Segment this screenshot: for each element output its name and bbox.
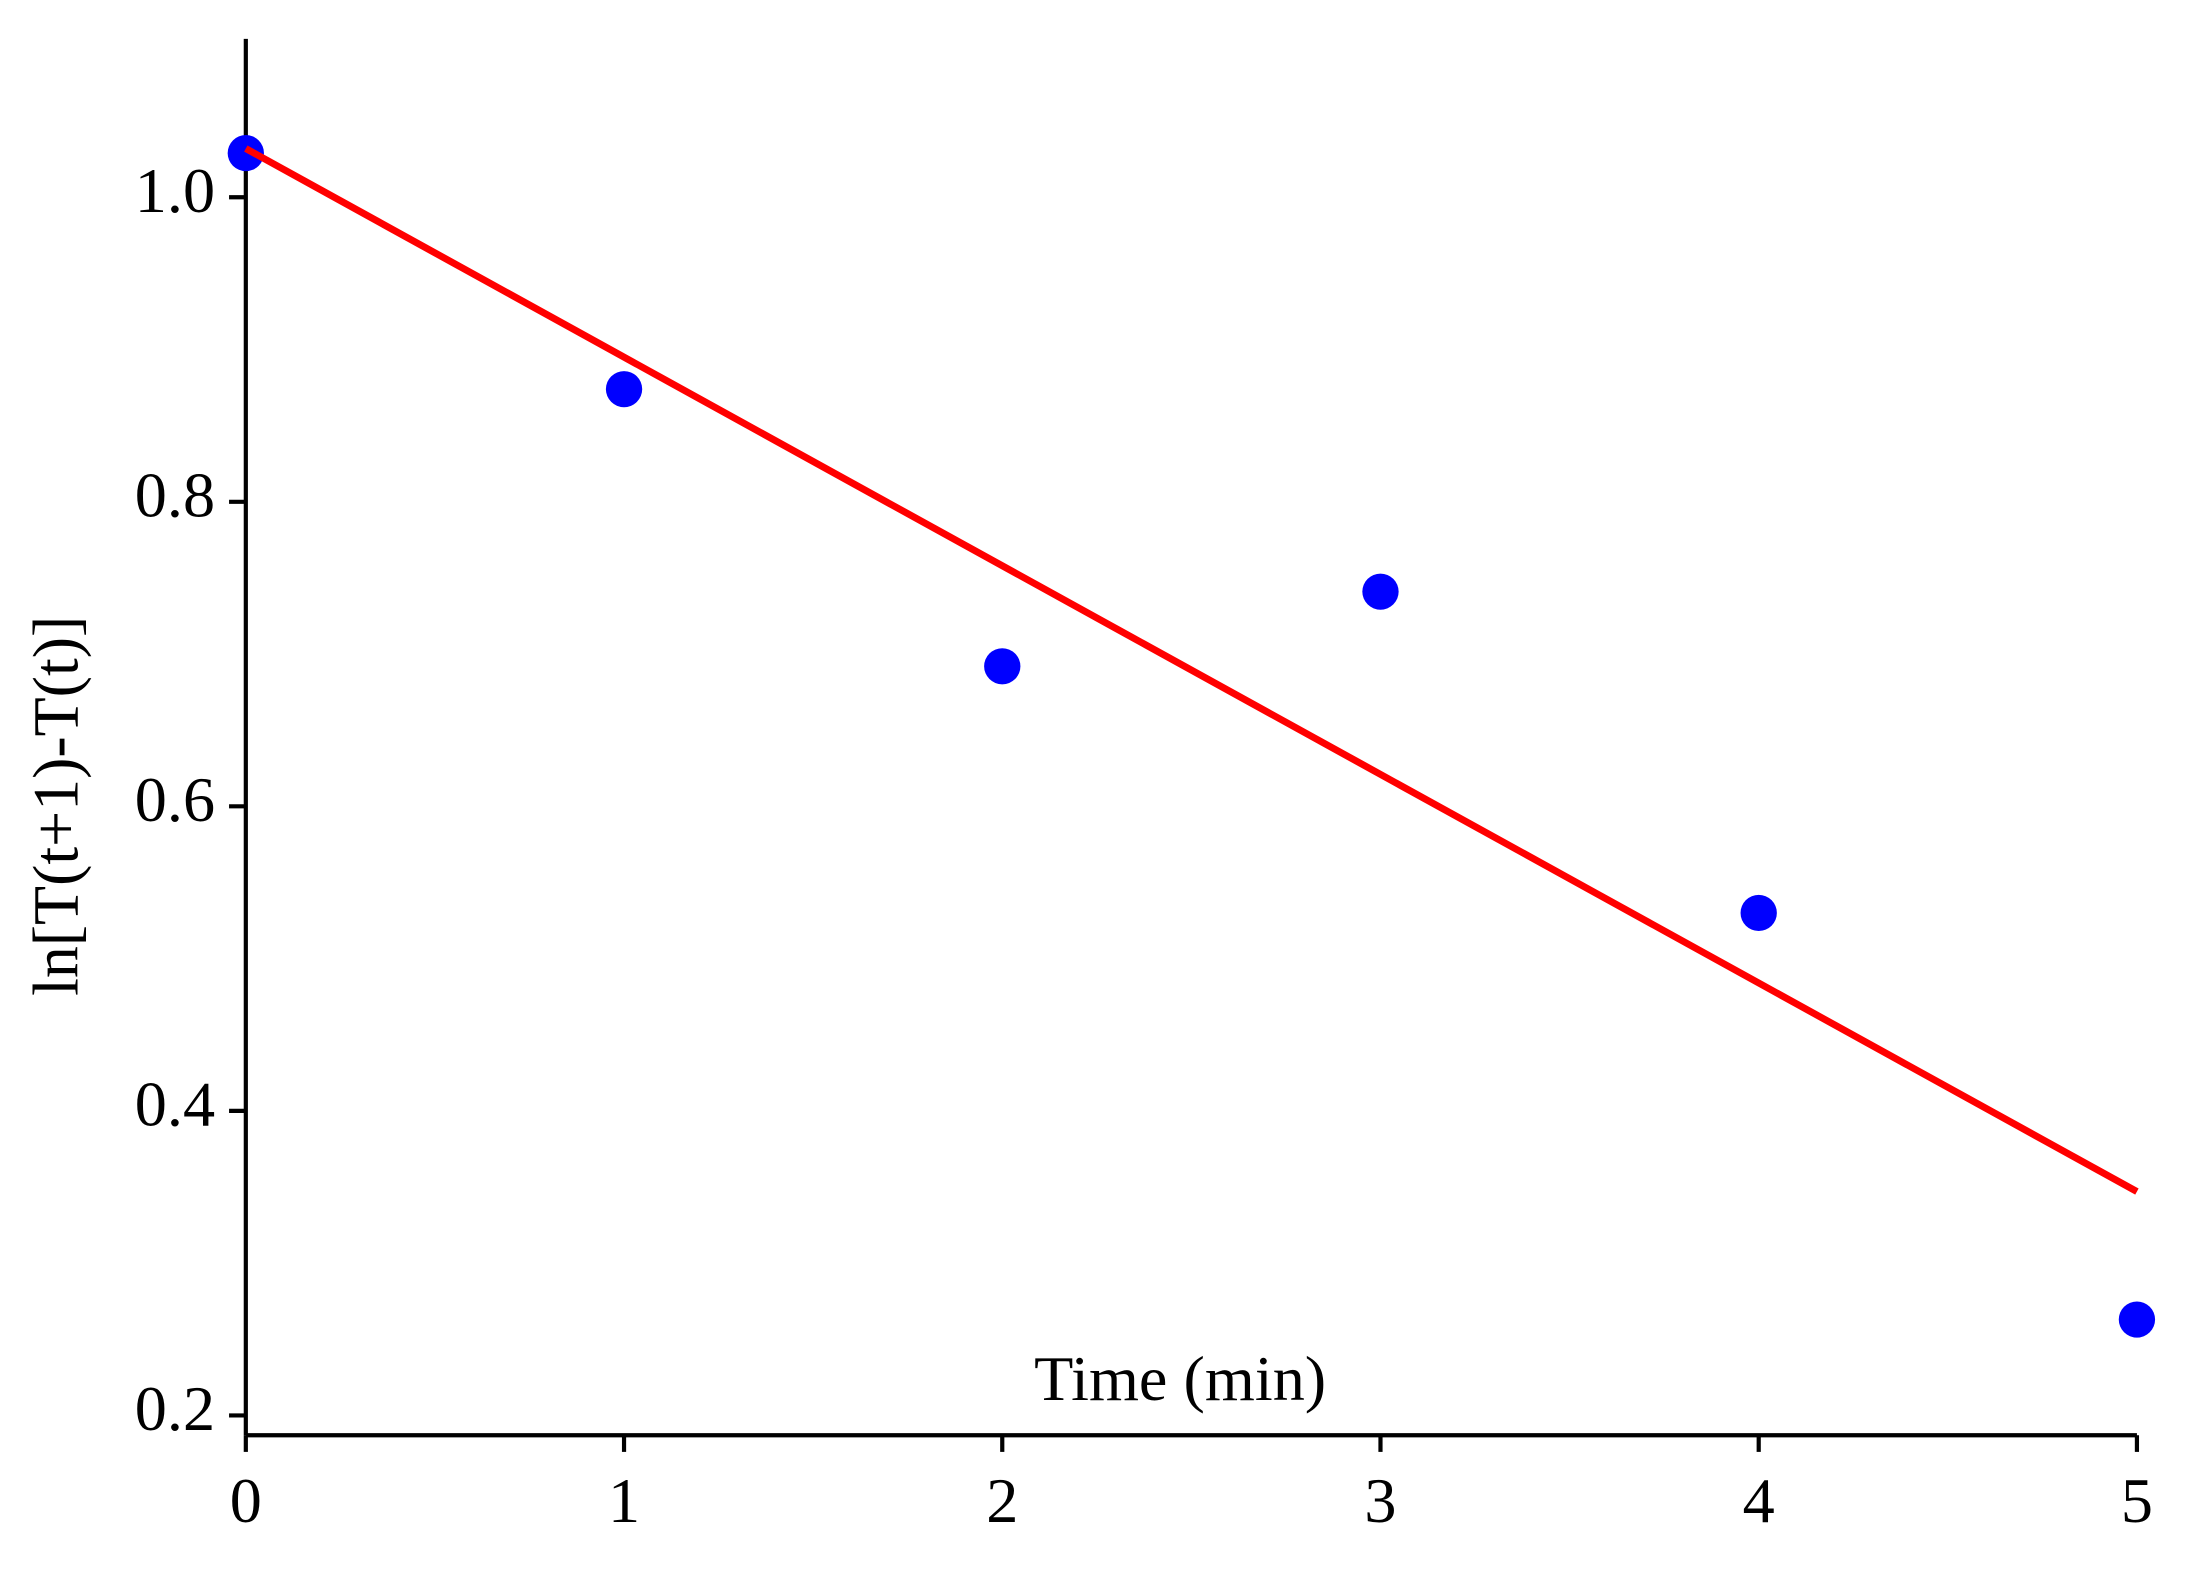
y-tick-label: 0.6 (135, 764, 215, 835)
y-tick-label: 0.2 (135, 1373, 215, 1444)
data-point (227, 135, 264, 172)
data-point (1740, 894, 1777, 932)
x-tick-label: 1 (608, 1465, 640, 1536)
x-tick-label: 4 (1743, 1465, 1775, 1536)
y-tick-label: 1.0 (135, 155, 215, 226)
x-tick-label: 2 (986, 1465, 1018, 1536)
y-tick-label: 0.8 (135, 460, 215, 531)
x-tick-label: 5 (2121, 1465, 2153, 1536)
fit-line (244, 145, 2139, 1195)
data-point (2118, 1301, 2156, 1338)
x-axis-label: Time (min) (1034, 1343, 1326, 1414)
y-axis-label: ln[T(t+1)-T(t)] (20, 616, 91, 996)
x-tick-label: 0 (230, 1465, 262, 1536)
x-tick-label: 3 (1364, 1465, 1396, 1536)
y-tick-label: 0.4 (135, 1069, 215, 1140)
data-point (1362, 573, 1399, 610)
data-point (984, 648, 1021, 685)
data-point (605, 371, 643, 408)
